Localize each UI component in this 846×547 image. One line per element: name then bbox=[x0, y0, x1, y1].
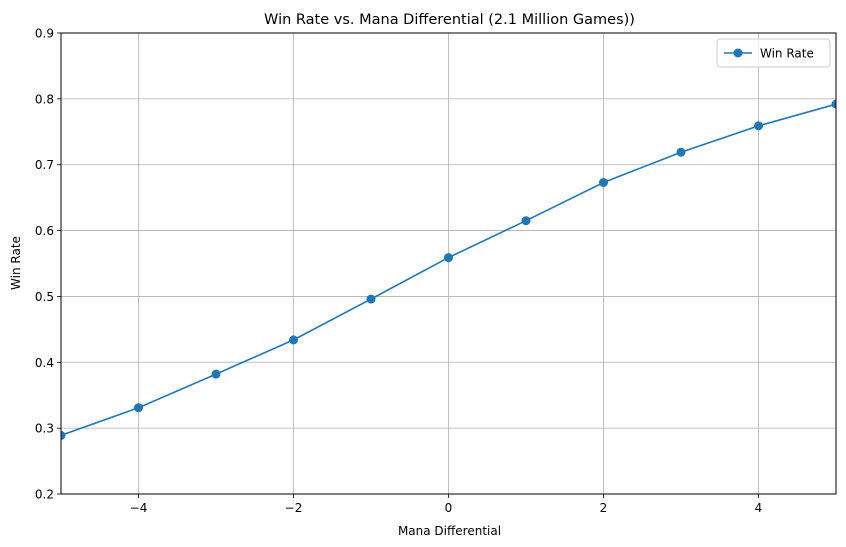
chart-title: Win Rate vs. Mana Differential (2.1 Mill… bbox=[264, 12, 635, 28]
legend: Win Rate bbox=[716, 38, 831, 68]
data-point bbox=[211, 369, 221, 379]
y-tick-label: 0.7 bbox=[35, 158, 54, 172]
y-tick-label: 0.3 bbox=[35, 422, 54, 436]
x-tick-label: −4 bbox=[130, 501, 148, 515]
y-tick-label: 0.9 bbox=[35, 27, 54, 41]
x-tick-label: 0 bbox=[445, 501, 453, 515]
data-point bbox=[521, 216, 531, 226]
data-point bbox=[831, 99, 836, 109]
x-axis-ticks: −4 −2 0 2 4 bbox=[130, 494, 763, 515]
series-0 bbox=[61, 99, 836, 440]
legend-label: Win Rate bbox=[760, 47, 814, 61]
data-point bbox=[754, 121, 763, 131]
legend-box bbox=[716, 38, 831, 68]
y-tick-label: 0.6 bbox=[35, 224, 54, 238]
y-tick-label: 0.4 bbox=[35, 356, 54, 370]
data-point bbox=[676, 147, 686, 157]
x-tick-label: 4 bbox=[755, 501, 763, 515]
y-tick-label: 0.8 bbox=[35, 92, 54, 106]
x-axis-label: Mana Differential bbox=[398, 524, 501, 538]
y-tick-label: 0.5 bbox=[35, 290, 54, 304]
y-axis-label: Win Rate bbox=[9, 236, 23, 290]
series-layer bbox=[61, 99, 836, 440]
data-point bbox=[61, 430, 66, 440]
data-point bbox=[134, 403, 143, 413]
legend-marker bbox=[733, 48, 743, 58]
x-tick-label: 2 bbox=[600, 501, 608, 515]
data-point bbox=[289, 335, 298, 345]
y-axis-ticks: 0.2 0.3 0.4 0.5 0.6 0.7 0.8 0.9 bbox=[35, 27, 61, 502]
data-point bbox=[444, 253, 453, 263]
x-tick-label: −2 bbox=[285, 501, 303, 515]
y-tick-label: 0.2 bbox=[35, 488, 54, 502]
data-point bbox=[599, 177, 608, 187]
data-point bbox=[366, 294, 376, 304]
